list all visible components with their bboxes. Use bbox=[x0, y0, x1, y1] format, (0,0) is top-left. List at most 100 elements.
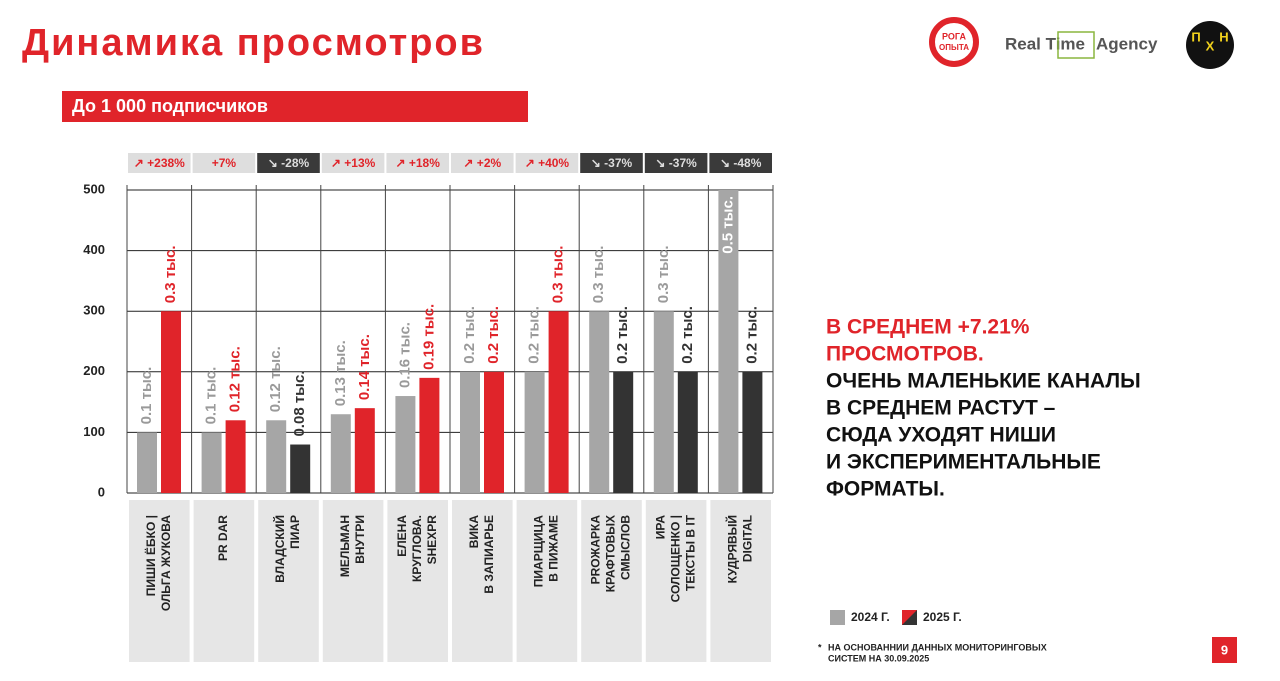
x-tick-label: PRОЖАРКА bbox=[589, 515, 603, 585]
summary-line: ОЧЕНЬ МАЛЕНЬКИЕ КАНАЛЫ bbox=[826, 370, 1141, 393]
change-badge bbox=[128, 153, 191, 173]
value-label: 0.2 тыс. bbox=[461, 306, 478, 364]
logo-text: П bbox=[1191, 29, 1200, 44]
category-box bbox=[322, 500, 384, 662]
summary-line: ФОРМАТЫ. bbox=[826, 478, 945, 501]
change-label: ↘ -28% bbox=[268, 156, 310, 170]
value-label: 0.2 тыс. bbox=[526, 306, 543, 364]
x-tick-label: СМЫСЛОВ bbox=[619, 515, 633, 580]
change-label: ↗ +13% bbox=[331, 156, 376, 170]
bar bbox=[137, 432, 157, 493]
footnote-line: СИСТЕМ НА 30.09.2025 bbox=[828, 653, 929, 663]
x-tick-label: В ЗАПИАРЬЕ bbox=[482, 515, 496, 594]
logo-text: Х bbox=[1206, 38, 1215, 53]
banner-bg bbox=[62, 91, 528, 122]
value-label: 0.3 тыс. bbox=[550, 246, 567, 304]
value-label: 0.19 тыс. bbox=[420, 304, 437, 370]
y-tick-label: 500 bbox=[83, 181, 105, 196]
value-label: 0.1 тыс. bbox=[138, 367, 155, 425]
logo-text: Agency bbox=[1096, 34, 1158, 53]
change-badge bbox=[386, 153, 449, 173]
x-tick-label: ВИКА bbox=[467, 515, 481, 549]
summary-line: В СРЕДНЕМ РАСТУТ – bbox=[826, 397, 1056, 420]
x-tick-label: DIGITAL bbox=[740, 515, 754, 562]
category-box bbox=[452, 500, 513, 662]
y-tick-label: 300 bbox=[83, 303, 105, 318]
page-box bbox=[1212, 637, 1237, 663]
value-label: 0.1 тыс. bbox=[203, 367, 220, 425]
logo-text: ОПЫТА bbox=[939, 43, 969, 52]
bar bbox=[354, 408, 375, 493]
value-label: 0.13 тыс. bbox=[332, 340, 349, 406]
change-badge bbox=[192, 153, 256, 173]
logo-circle bbox=[1186, 21, 1234, 69]
change-label: ↘ -37% bbox=[591, 156, 633, 170]
value-label: 0.2 тыс. bbox=[614, 306, 631, 364]
category-box bbox=[645, 500, 707, 662]
y-tick-label: 100 bbox=[83, 424, 105, 439]
bar bbox=[201, 432, 222, 493]
footnote-line: НА ОСНОВАННИИ ДАННЫХ МОНИТОРИНГОВЫХ bbox=[828, 642, 1047, 652]
change-badge bbox=[321, 153, 385, 173]
category-box bbox=[193, 500, 255, 662]
x-tick-label: МЕЛЬМАН bbox=[338, 515, 352, 577]
x-tick-label: КУДРЯВЫЙ bbox=[724, 515, 739, 583]
summary-line: СЮДА УХОДЯТ НИШИ bbox=[826, 424, 1056, 447]
x-tick-label: ОЛЬГА ЖУКОВА bbox=[159, 515, 173, 611]
bar bbox=[460, 371, 480, 493]
change-badge bbox=[451, 153, 514, 173]
value-label: 0.16 тыс. bbox=[396, 322, 413, 388]
bar bbox=[524, 371, 545, 493]
x-tick-label: ТЕКСТЫ В IT bbox=[683, 514, 697, 591]
bar bbox=[548, 311, 569, 493]
logo-text: Н bbox=[1219, 29, 1228, 44]
value-label: 0.5 тыс. bbox=[719, 196, 736, 254]
change-badge bbox=[515, 153, 579, 173]
y-tick-label: 400 bbox=[83, 242, 105, 257]
y-tick-label: 0 bbox=[98, 484, 105, 499]
x-tick-label: ВНУТРИ bbox=[353, 515, 367, 564]
bar bbox=[290, 444, 311, 493]
x-tick-label: ИРА bbox=[653, 515, 667, 540]
x-tick-label: SHEXPR bbox=[425, 515, 439, 565]
value-label: 0.08 тыс. bbox=[291, 370, 308, 436]
summary-highlight: В СРЕДНЕМ +7.21% bbox=[826, 316, 1030, 339]
logo-ring bbox=[929, 17, 979, 67]
summary-line: И ЭКСПЕРИМЕНТАЛЬНЫЕ bbox=[826, 451, 1101, 474]
bar bbox=[589, 311, 610, 493]
x-tick-label: ПИШИ ЁБКО | bbox=[143, 515, 158, 596]
category-box bbox=[581, 500, 642, 662]
bar bbox=[677, 371, 698, 493]
x-tick-label: КРАФТОВЫХ bbox=[604, 515, 618, 592]
category-box bbox=[710, 500, 771, 662]
bar bbox=[742, 371, 763, 493]
change-label: ↘ -37% bbox=[655, 156, 697, 170]
category-box bbox=[387, 500, 448, 662]
x-tick-label: ВЛАДСКИЙ bbox=[272, 515, 287, 583]
bar bbox=[225, 420, 246, 493]
bar bbox=[330, 414, 351, 493]
change-label: ↗ +18% bbox=[395, 156, 440, 170]
bar bbox=[395, 396, 416, 493]
summary-highlight: ПРОСМОТРОВ. bbox=[826, 343, 984, 366]
logo-text: РОГА bbox=[942, 31, 966, 41]
category-box bbox=[516, 500, 578, 662]
change-badge bbox=[257, 153, 320, 173]
legend-label: 2025 Г. bbox=[923, 610, 962, 624]
value-label: 0.2 тыс. bbox=[743, 306, 760, 364]
value-label: 0.2 тыс. bbox=[485, 306, 502, 364]
x-tick-label: КРУГЛОВА. bbox=[410, 515, 424, 582]
change-label: ↗ +2% bbox=[463, 156, 501, 170]
logo-text: Real Time bbox=[1005, 34, 1085, 53]
bar bbox=[161, 311, 181, 493]
x-tick-label: ПИАРЩИЦА bbox=[532, 515, 546, 588]
change-label: ↗ +40% bbox=[525, 156, 570, 170]
footnote-mark: * bbox=[818, 642, 822, 652]
legend-label: 2024 Г. bbox=[851, 610, 890, 624]
bar bbox=[613, 371, 634, 493]
legend-swatch-split bbox=[902, 610, 917, 625]
banner: До 1 000 подписчиков bbox=[72, 96, 268, 116]
change-badge bbox=[580, 153, 643, 173]
bar bbox=[266, 420, 287, 493]
